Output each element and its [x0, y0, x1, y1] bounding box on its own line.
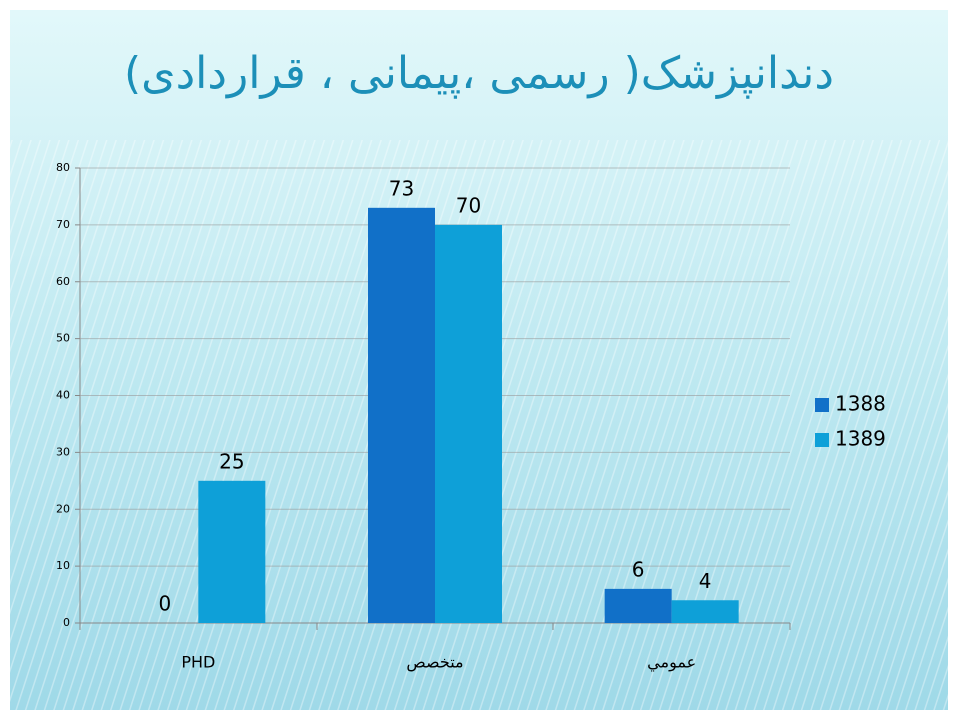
x-tick-label: متخصص: [406, 653, 463, 673]
legend-swatch: [815, 433, 829, 447]
y-tick-label: 80: [56, 161, 70, 174]
bar: [368, 207, 435, 623]
y-tick-label: 50: [56, 332, 70, 345]
bar: [198, 480, 266, 623]
legend-label: 1389: [835, 427, 886, 451]
y-tick-label: 20: [56, 502, 70, 515]
bar: [604, 588, 672, 623]
bar: [671, 600, 739, 623]
legend-swatch: [815, 398, 829, 412]
legend-label: 1388: [835, 392, 886, 416]
value-label: 0: [158, 592, 171, 616]
y-tick-label: 10: [56, 559, 70, 572]
bar: [435, 224, 502, 623]
value-label: 4: [699, 569, 712, 593]
x-tick-label: PHD: [181, 653, 215, 672]
y-tick-label: 30: [56, 445, 70, 458]
y-tick-label: 70: [56, 218, 70, 231]
y-tick-label: 0: [63, 616, 70, 629]
x-tick-label: عمومي: [647, 653, 696, 673]
value-label: 6: [632, 557, 645, 581]
y-tick-label: 60: [56, 275, 70, 288]
value-label: 73: [389, 176, 414, 200]
slide-title: دندانپزشک( رسمی ،پیمانی ، قراردادی): [124, 48, 834, 99]
value-label: 25: [219, 449, 244, 473]
y-tick-label: 40: [56, 389, 70, 402]
value-label: 70: [456, 193, 481, 217]
